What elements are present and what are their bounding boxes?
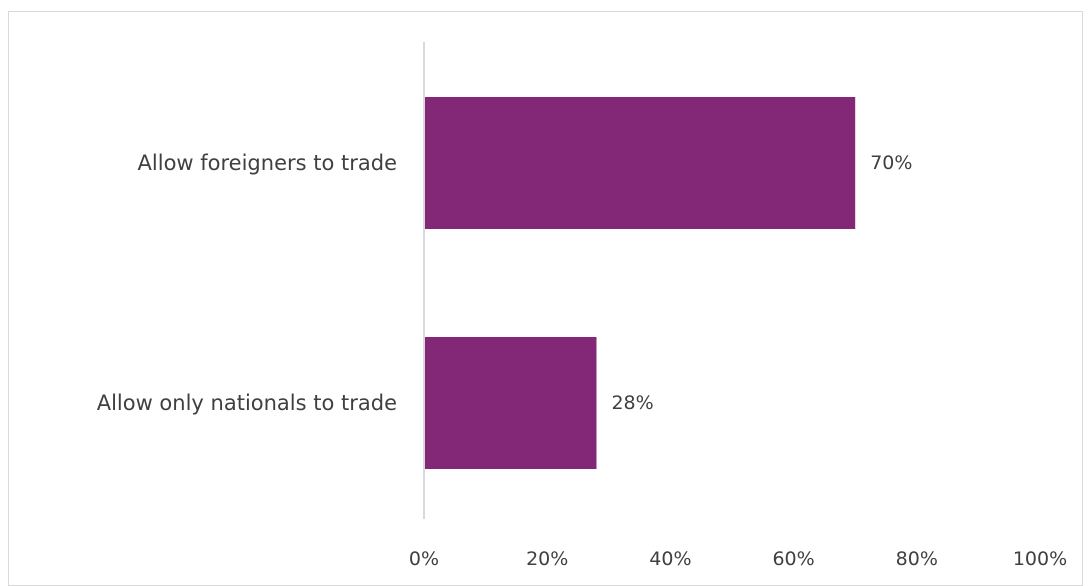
- bars-layer: [424, 97, 856, 469]
- labels-layer: Allow foreigners to trade 70% Allow only n…: [97, 151, 913, 415]
- bar-allow-foreigners-to-trade: [424, 97, 856, 229]
- category-label-allow-foreigners-to-trade: Allow foreigners to trade: [138, 151, 397, 175]
- data-label-allow-only-nationals-to-trade: 28%: [611, 392, 653, 414]
- bar-allow-only-nationals-to-trade: [424, 337, 597, 469]
- category-label-allow-only-nationals-to-trade: Allow only nationals to trade: [97, 391, 397, 415]
- data-label-allow-foreigners-to-trade: 70%: [870, 152, 912, 174]
- x-tick-label: 80%: [896, 548, 938, 570]
- x-tick-label: 0%: [409, 548, 439, 570]
- x-tick-label: 100%: [1013, 548, 1067, 570]
- x-tick-label: 20%: [526, 548, 568, 570]
- x-tick-label: 60%: [772, 548, 814, 570]
- x-tick-label: 40%: [649, 548, 691, 570]
- x-axis-ticks: 0% 20% 40% 60% 80% 100%: [409, 548, 1067, 570]
